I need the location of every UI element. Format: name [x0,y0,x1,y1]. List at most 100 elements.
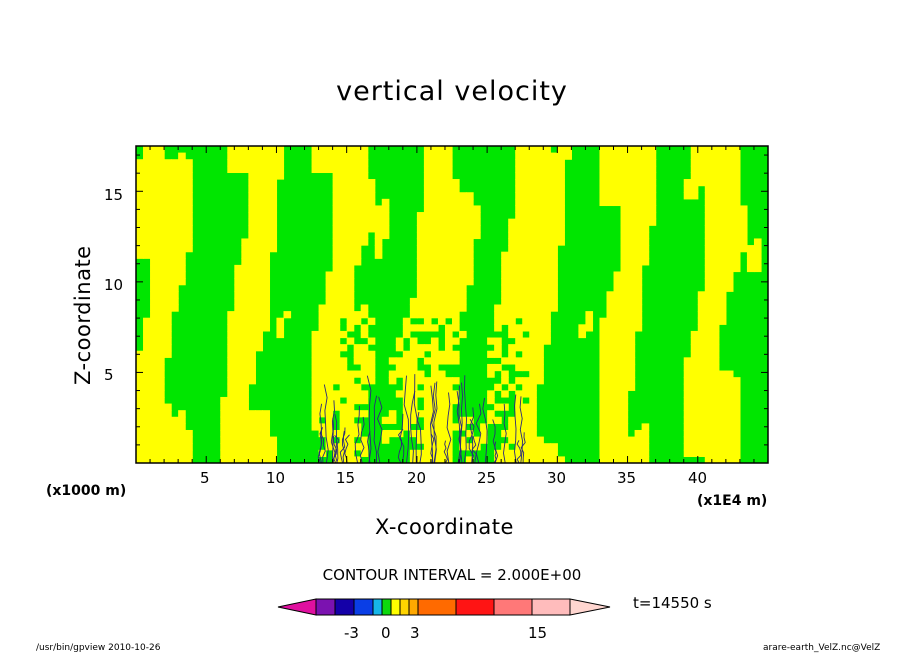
field-cell-positive [178,238,186,246]
field-cell-positive [423,258,432,266]
field-cell-positive [606,456,615,463]
field-cell-positive [508,231,516,240]
field-cell-positive [508,324,516,332]
field-cell-positive [641,152,650,160]
field-cell-positive [697,383,706,391]
velocity-field [136,146,768,463]
field-cell-positive [501,251,509,259]
field-cell-positive [269,205,278,213]
field-cell-positive [143,324,151,332]
field-cell-positive [143,370,151,378]
field-cell-positive [171,258,179,266]
field-cell-positive [697,403,706,411]
field-cell-positive [683,423,692,431]
field-cell-positive [157,390,165,398]
field-cell-positive [178,165,186,174]
field-cell-positive [690,330,699,339]
field-cell-positive [515,410,523,418]
field-cell-positive [171,245,179,253]
field-cell-positive [557,159,565,167]
field-cell-positive [711,330,720,339]
field-cell-positive [269,231,278,240]
field-cell-positive [234,311,242,319]
field-cell-positive [262,449,271,457]
field-cell-positive [627,344,636,352]
field-cell-positive [311,152,320,160]
field-cell-positive [466,416,474,424]
field-cell-positive [508,304,516,312]
field-cell-positive [416,449,425,457]
field-cell-positive [627,357,636,365]
field-cell-positive [416,278,425,286]
field-cell-positive [150,449,158,457]
field-cell-positive [515,192,523,200]
field-cell-positive [725,159,734,167]
field-cell-positive [452,357,460,365]
field-cell-positive [599,350,608,358]
field-cell-positive [606,370,615,378]
field-cell-positive [697,423,706,431]
field-cell-positive [409,344,418,352]
field-cell-positive [325,344,334,352]
field-cell-positive [725,370,734,378]
field-cell-positive [178,251,186,259]
field-cell-positive [725,271,734,279]
field-cell-positive [466,225,474,233]
field-cell-positive [444,304,453,312]
field-cell-positive [346,172,355,180]
field-cell-positive [185,456,193,463]
field-cell-positive [360,311,369,319]
field-cell-positive [248,152,256,160]
field-cell-positive [494,337,502,345]
field-cell-positive [522,416,530,424]
field-cell-positive [480,423,488,431]
field-cell-positive [522,245,530,253]
field-cell-positive [353,231,362,240]
field-cell-positive [346,278,355,286]
field-cell-positive [423,231,432,240]
field-cell-positive [452,350,460,358]
field-cell-positive [325,403,334,411]
field-cell-positive [346,443,355,451]
field-cell-positive [529,436,537,444]
field-cell-positive [360,198,369,207]
field-cell-positive [599,337,608,345]
field-cell-positive [220,456,228,463]
field-cell-positive [318,337,327,345]
field-cell-positive [234,377,242,385]
field-cell-positive [718,271,727,279]
contour-line [403,375,410,463]
field-cell-positive [269,185,278,193]
field-cell-positive [634,291,643,299]
field-cell-positive [269,238,278,246]
field-cell-positive [697,297,706,306]
field-cell-positive [648,212,657,220]
field-cell-positive [718,317,727,325]
field-cell-positive [452,245,460,253]
field-cell-positive [613,357,622,365]
field-cell-positive [241,152,249,160]
field-cell-positive [620,363,629,372]
field-cell-positive [704,423,713,431]
field-cell-positive [536,317,544,325]
field-cell-positive [269,449,278,457]
field-cell-positive [515,311,523,319]
field-cell-positive [262,436,271,444]
field-cell-positive [690,363,699,372]
field-cell-positive [241,291,249,299]
field-cell-positive [374,225,383,233]
field-cell-positive [248,357,256,365]
field-cell-positive [395,344,404,352]
field-cell-positive [452,198,460,207]
field-cell-positive [325,146,334,154]
field-cell-positive [536,238,544,246]
field-cell-positive [704,297,713,306]
field-cell-positive [466,238,474,246]
field-cell-positive [157,410,165,418]
field-cell-positive [487,363,495,372]
field-cell-positive [360,443,369,451]
field-cell-positive [346,429,355,438]
field-cell-positive [508,245,516,253]
field-cell-positive [444,436,453,444]
field-cell-positive [487,370,495,378]
